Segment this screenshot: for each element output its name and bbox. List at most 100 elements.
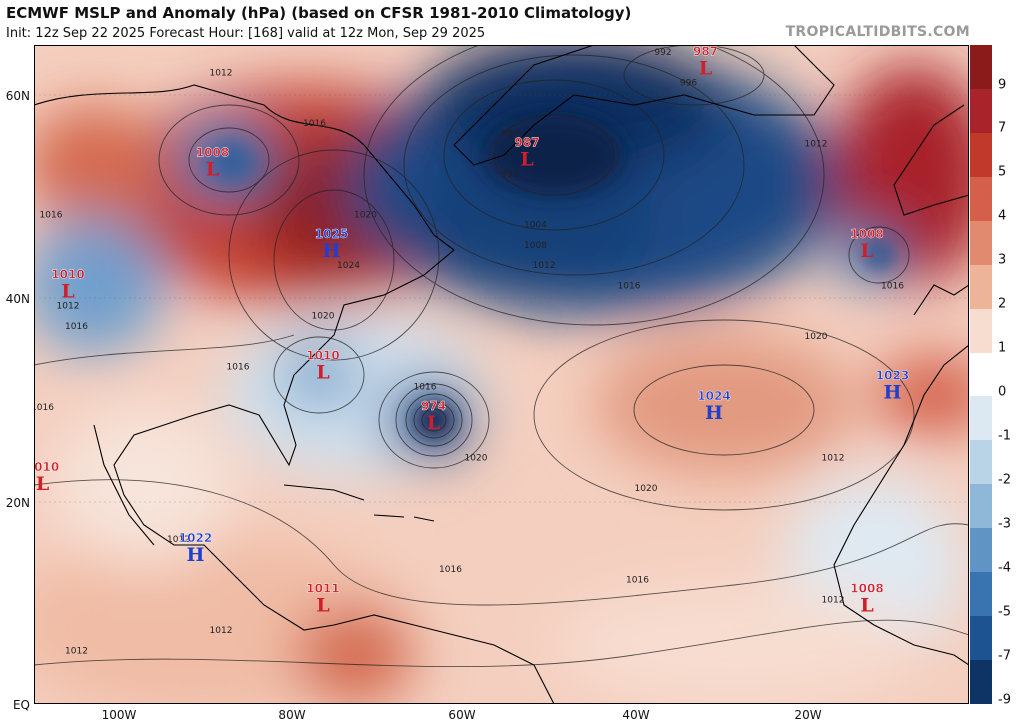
colorbar-segment <box>970 616 992 661</box>
lon-label-100w: 100W <box>101 708 137 722</box>
pressure-symbol: L <box>316 361 329 383</box>
lat-label-40n: 40N <box>5 292 30 306</box>
isobar-label: 1012 <box>210 626 233 636</box>
lat-label-60n: 60N <box>5 89 30 103</box>
colorbar-segment <box>970 176 992 222</box>
isobar-label: 1012 <box>822 454 845 464</box>
colorbar-tick-label: -2 <box>998 472 1011 488</box>
pressure-symbol: H <box>884 382 902 404</box>
colorbar-tick-label: 0 <box>998 384 1007 400</box>
pressure-symbol: L <box>316 595 329 617</box>
isobar-label: 1016 <box>227 362 250 372</box>
isobar-label: 1012 <box>65 646 88 656</box>
isobar-label: 1016 <box>626 575 649 585</box>
isobar-label: 1004 <box>524 220 547 230</box>
colorbar-segment <box>970 264 992 310</box>
site-watermark: TROPICALTIDBITS.COM <box>785 24 970 40</box>
isobar-label: 996 <box>680 79 697 89</box>
colorbar-segment <box>970 308 992 354</box>
colorbar-segment <box>970 660 992 705</box>
isobar-label: 1016 <box>439 565 462 575</box>
pressure-value: 1008 <box>196 146 229 160</box>
pressure-symbol: L <box>206 159 219 181</box>
isobar-label: 1012 <box>210 68 233 78</box>
isobar-label: 1012 <box>805 139 828 149</box>
colorbar-segment <box>970 220 992 266</box>
pressure-value: 1010 <box>34 460 59 474</box>
lat-label-20n: 20N <box>5 496 30 510</box>
isobar-label: 1020 <box>805 332 828 342</box>
lon-label-20w: 20W <box>794 708 822 722</box>
anomaly-colorbar <box>970 45 992 705</box>
pressure-value: 1024 <box>697 389 730 403</box>
colorbar-segment <box>970 396 992 441</box>
isobar-label: 1016 <box>65 322 88 332</box>
isobar-label: 1016 <box>881 281 904 291</box>
pressure-value: 987 <box>693 45 718 58</box>
pressure-value: 1010 <box>306 348 339 362</box>
isobar-label-layer: 1012 1016 1020 1024 1020 1016 1012 1016 1016 1016… <box>34 48 904 656</box>
isobar-label: 1016 <box>303 119 326 129</box>
isobar-label: 992 <box>501 170 518 180</box>
isobar-label: 1020 <box>354 210 377 220</box>
pressure-symbol: L <box>860 240 873 262</box>
isobar-label: 1020 <box>465 454 488 464</box>
coastlines <box>34 45 969 704</box>
colorbar-tick-label: -7 <box>998 648 1011 664</box>
colorbar-segment <box>970 132 992 178</box>
pressure-symbol: L <box>427 412 440 434</box>
isobar-label: 1024 <box>337 261 360 271</box>
colorbar-tick-label: 7 <box>998 120 1007 136</box>
colorbar-tick-label: -5 <box>998 604 1011 620</box>
isobar-label: 1016 <box>40 210 63 220</box>
pressure-symbol: L <box>520 149 533 171</box>
pressure-value: 974 <box>421 399 446 413</box>
colorbar-tick-label: 2 <box>998 296 1007 312</box>
pressure-value: 1025 <box>315 227 348 241</box>
pressure-symbol: L <box>860 595 873 617</box>
isobar-label: 1008 <box>524 241 547 251</box>
pressure-value: 1008 <box>850 227 883 241</box>
isobar-label: 1016 <box>618 281 641 291</box>
colorbar-tick-label: -3 <box>998 516 1011 532</box>
lat-label-eq: EQ <box>12 698 30 712</box>
lon-label-80w: 80W <box>278 708 306 722</box>
colorbar-tick-label: 1 <box>998 340 1007 356</box>
pressure-value: 1023 <box>876 369 909 383</box>
isobar-label: 1012 <box>167 535 190 545</box>
colorbar-segment <box>970 88 992 134</box>
pressure-symbol: L <box>36 473 49 495</box>
colorbar-segment <box>970 572 992 617</box>
pressure-symbol: H <box>187 544 205 566</box>
isobar-label: 1020 <box>635 484 658 494</box>
colorbar-segment <box>970 528 992 573</box>
colorbar-tick-label: 4 <box>998 208 1007 224</box>
pressure-value: 1008 <box>850 582 883 596</box>
pressure-symbol: H <box>323 240 341 262</box>
lon-label-60w: 60W <box>448 708 476 722</box>
isobar-label: 1012 <box>533 261 556 271</box>
colorbar-segment <box>970 45 992 90</box>
isobar-label: 992 <box>654 48 671 58</box>
colorbar-tick-label: 3 <box>998 252 1007 268</box>
lon-label-40w: 40W <box>622 708 650 722</box>
colorbar-segment <box>970 440 992 485</box>
colorbar-tick-label: -1 <box>998 428 1011 444</box>
colorbar-tick-label: 5 <box>998 164 1007 180</box>
map-title: ECMWF MSLP and Anomaly (hPa) (based on C… <box>6 4 632 22</box>
colorbar-segment <box>970 352 992 397</box>
isobar-lines <box>34 45 969 668</box>
pressure-value: 987 <box>514 136 539 150</box>
pressure-symbol: H <box>705 402 723 424</box>
